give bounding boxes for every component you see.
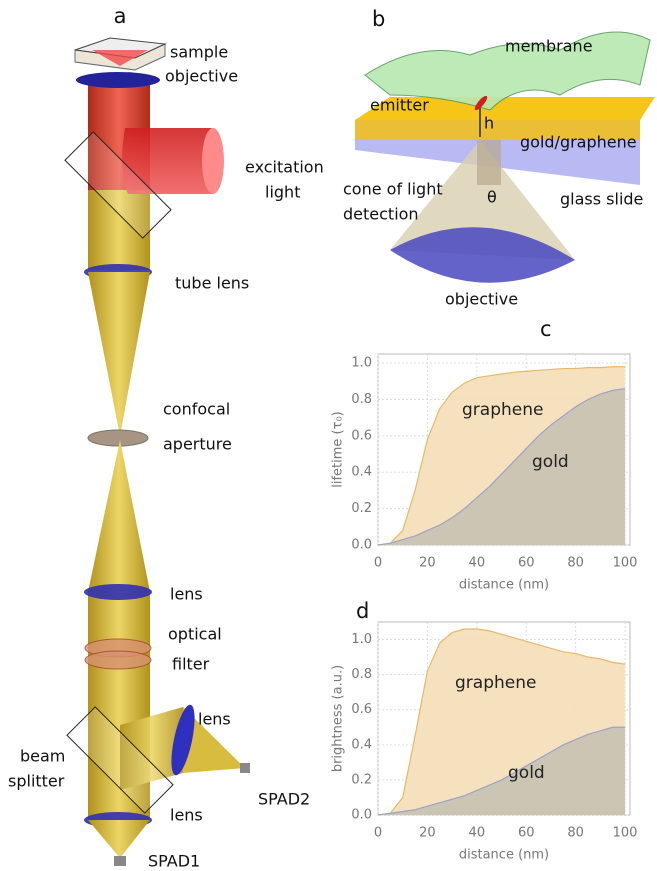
- series-label: graphene: [455, 673, 536, 693]
- y-axis-label: brightness (a.u.): [331, 665, 346, 772]
- x-axis-label: distance (nm): [459, 578, 549, 593]
- diagram-label: objective: [445, 290, 518, 309]
- panel-label: c: [540, 317, 552, 341]
- diagram-label: cone of light: [343, 180, 443, 199]
- diagram-label: aperture: [163, 435, 232, 454]
- x-tick-label: 100: [613, 556, 638, 571]
- diagram-label: sample: [170, 43, 228, 62]
- diagram-label: lens: [170, 806, 203, 825]
- diagram-label: emitter: [370, 96, 429, 115]
- diagram-label: excitation: [245, 158, 324, 177]
- series-label: gold: [508, 763, 545, 783]
- x-tick-label: 100: [613, 826, 638, 841]
- panel-label: a: [114, 4, 127, 28]
- panel-label: d: [356, 599, 369, 623]
- x-tick-label: 60: [518, 826, 535, 841]
- diagram-label: SPAD2: [258, 790, 310, 809]
- diagram-label: detection: [343, 205, 419, 224]
- x-tick-label: 20: [419, 556, 436, 571]
- diagram-label: splitter: [8, 772, 65, 791]
- x-tick-label: 20: [419, 826, 436, 841]
- y-tick-label: 0.4: [351, 465, 372, 480]
- diagram-label: membrane: [505, 37, 593, 56]
- y-tick-label: 0.0: [351, 538, 372, 553]
- x-tick-label: 0: [374, 556, 382, 571]
- diagram-label: gold/graphene: [520, 133, 637, 152]
- y-tick-label: 0.4: [351, 737, 372, 752]
- diagram-label: h: [484, 114, 494, 133]
- y-tick-label: 0.2: [351, 772, 372, 787]
- y-tick-label: 0.2: [351, 501, 372, 516]
- y-tick-label: 0.8: [351, 667, 372, 682]
- y-tick-label: 0.6: [351, 702, 372, 717]
- diagram-label: lens: [170, 585, 203, 604]
- y-tick-label: 0.8: [351, 392, 372, 407]
- diagram-label: objective: [165, 67, 238, 86]
- series-label: graphene: [462, 400, 543, 420]
- diagram-label: optical: [168, 625, 222, 644]
- y-tick-label: 1.0: [351, 356, 372, 371]
- x-tick-label: 40: [469, 826, 486, 841]
- panel-label: b: [372, 7, 385, 31]
- diagram-label: θ: [487, 188, 497, 207]
- x-axis-label: distance (nm): [459, 848, 549, 863]
- diagram-label: glass slide: [560, 190, 643, 209]
- diagram-label: tube lens: [175, 274, 249, 293]
- x-tick-label: 0: [374, 826, 382, 841]
- y-tick-label: 1.0: [351, 632, 372, 647]
- diagram-label: lens: [198, 710, 231, 729]
- diagram-label: confocal: [163, 400, 230, 419]
- series-label: gold: [532, 452, 569, 472]
- diagram-label: SPAD1: [148, 852, 200, 871]
- y-tick-label: 0.6: [351, 428, 372, 443]
- y-axis-label: lifetime (τ₀): [331, 411, 346, 487]
- x-tick-label: 40: [469, 556, 486, 571]
- x-tick-label: 80: [567, 556, 584, 571]
- diagram-label: filter: [172, 655, 210, 674]
- diagram-label: beam: [20, 747, 65, 766]
- x-tick-label: 60: [518, 556, 535, 571]
- charts: 0.0 0.2 0.4 0.6 0.8 1.0 0 20 40 60 80 100 distance (…: [331, 317, 638, 863]
- y-tick-label: 0.0: [351, 808, 372, 823]
- panel-b-diagram: [355, 32, 655, 283]
- diagram-label: light: [265, 183, 300, 202]
- figure: a sample objective excitation light tube…: [0, 0, 657, 871]
- x-tick-label: 80: [567, 826, 584, 841]
